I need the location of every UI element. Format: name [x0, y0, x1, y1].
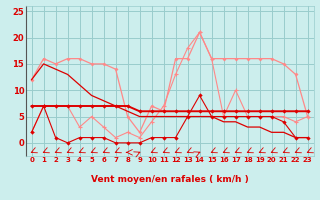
X-axis label: Vent moyen/en rafales ( km/h ): Vent moyen/en rafales ( km/h )	[91, 174, 248, 184]
